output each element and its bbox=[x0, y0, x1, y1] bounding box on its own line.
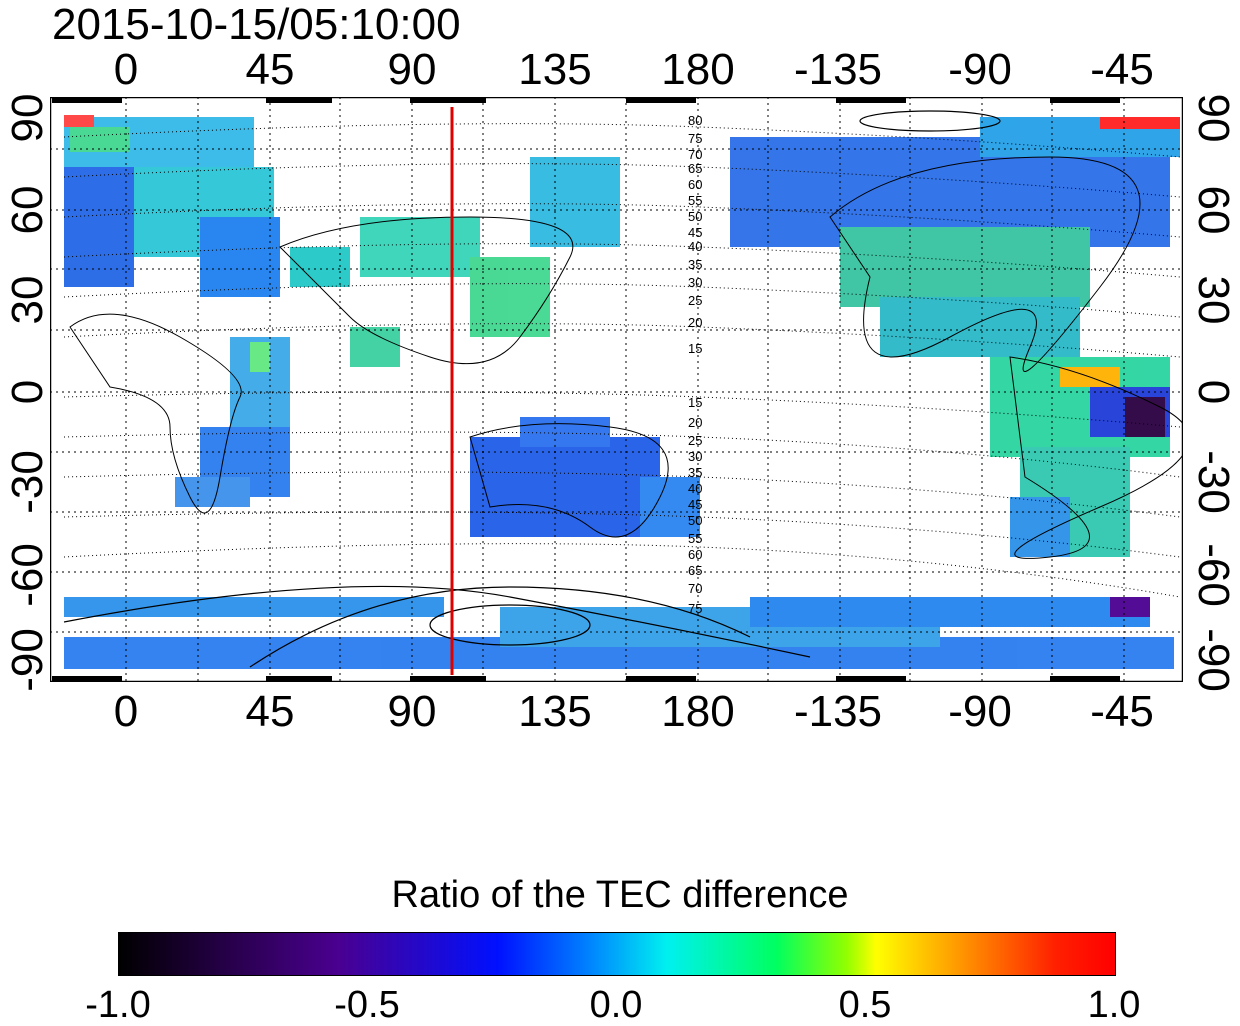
contour-label: 65 bbox=[688, 563, 702, 578]
map-title: 2015-10-15/05:10:00 bbox=[52, 0, 461, 49]
contour-label: 40 bbox=[688, 481, 702, 496]
top-lon-label: 180 bbox=[661, 45, 735, 94]
bottom-lon-label: 0 bbox=[113, 687, 139, 736]
colorbar-tick-label: 0.5 bbox=[838, 984, 892, 1026]
right-lat-label: -60 bbox=[1189, 543, 1238, 607]
right-lat-label: -30 bbox=[1189, 450, 1238, 514]
colorbar-tick-label: 0.0 bbox=[589, 984, 643, 1026]
right-lat-label: 60 bbox=[1189, 185, 1238, 235]
left-lat-label: 30 bbox=[3, 275, 52, 325]
contour-label: 15 bbox=[688, 395, 702, 410]
bottom-lon-label: 90 bbox=[387, 687, 437, 736]
top-lon-label: -135 bbox=[793, 45, 883, 94]
coastlines bbox=[69, 156, 1183, 559]
contour-label: 15 bbox=[688, 341, 702, 356]
contour-label: 30 bbox=[688, 275, 702, 290]
contour-label: 20 bbox=[688, 415, 702, 430]
contour-label: 20 bbox=[688, 315, 702, 330]
magnetic-latitude-contours bbox=[63, 123, 1181, 598]
contour-label: 35 bbox=[688, 257, 702, 272]
contour-label: 45 bbox=[688, 225, 702, 240]
graticule bbox=[50, 97, 1183, 682]
tec-map: 80 75 70 65 60 55 50 45 40 35 30 25 20 1… bbox=[50, 97, 1183, 682]
right-lat-label: 30 bbox=[1189, 275, 1238, 325]
bottom-lon-label: 180 bbox=[661, 687, 735, 736]
bottom-lon-label: 135 bbox=[518, 687, 592, 736]
contour-label: 40 bbox=[688, 239, 702, 254]
left-lat-label: 90 bbox=[3, 93, 52, 143]
top-lon-label: 135 bbox=[518, 45, 592, 94]
bottom-lon-label: -135 bbox=[793, 687, 883, 736]
contour-label: 55 bbox=[688, 531, 702, 546]
contour-labels-south: 15 20 25 30 35 40 45 50 55 60 65 70 75 bbox=[688, 395, 702, 616]
contour-labels-north: 80 75 70 65 60 55 50 45 40 35 30 25 20 1… bbox=[688, 113, 702, 356]
left-lat-label: -30 bbox=[3, 450, 52, 514]
colorbar bbox=[118, 932, 1116, 976]
contour-label: 70 bbox=[688, 581, 702, 596]
right-lat-label: 90 bbox=[1189, 93, 1238, 143]
contour-label: 65 bbox=[688, 161, 702, 176]
top-lon-label: 0 bbox=[113, 45, 139, 94]
contour-label: 60 bbox=[688, 547, 702, 562]
top-lon-label: 90 bbox=[387, 45, 437, 94]
contour-label: 60 bbox=[688, 177, 702, 192]
right-lat-label: -90 bbox=[1189, 628, 1238, 692]
contour-label: 75 bbox=[688, 601, 702, 616]
left-lat-label: -60 bbox=[3, 543, 52, 607]
top-lon-label: -90 bbox=[948, 45, 1012, 94]
colorbar-tick-label: -0.5 bbox=[334, 984, 400, 1026]
left-lat-label: 0 bbox=[3, 379, 52, 405]
top-lon-label: 45 bbox=[245, 45, 295, 94]
contour-label: 50 bbox=[688, 513, 702, 528]
left-lat-label: 60 bbox=[3, 185, 52, 235]
colorbar-tick-label: 1.0 bbox=[1087, 984, 1141, 1026]
contour-label: 75 bbox=[688, 131, 702, 146]
colorbar-tick-label: -1.0 bbox=[85, 984, 151, 1026]
contour-label: 55 bbox=[688, 193, 702, 208]
top-lon-label: -45 bbox=[1090, 45, 1154, 94]
bottom-lon-label: -90 bbox=[948, 687, 1012, 736]
contour-label: 25 bbox=[688, 433, 702, 448]
colorbar-title: Ratio of the TEC difference bbox=[391, 874, 849, 916]
contour-label: 70 bbox=[688, 147, 702, 162]
contour-label: 30 bbox=[688, 449, 702, 464]
right-lat-label: 0 bbox=[1189, 379, 1238, 405]
contour-label: 35 bbox=[688, 465, 702, 480]
solid-contours bbox=[63, 110, 1001, 668]
bottom-lon-label: -45 bbox=[1090, 687, 1154, 736]
contour-label: 25 bbox=[688, 293, 702, 308]
bottom-lon-label: 45 bbox=[245, 687, 295, 736]
edge-scale-bars bbox=[52, 97, 1120, 682]
contour-label: 50 bbox=[688, 209, 702, 224]
contour-label: 45 bbox=[688, 497, 702, 512]
contour-label: 80 bbox=[688, 113, 702, 128]
left-lat-label: -90 bbox=[3, 628, 52, 692]
